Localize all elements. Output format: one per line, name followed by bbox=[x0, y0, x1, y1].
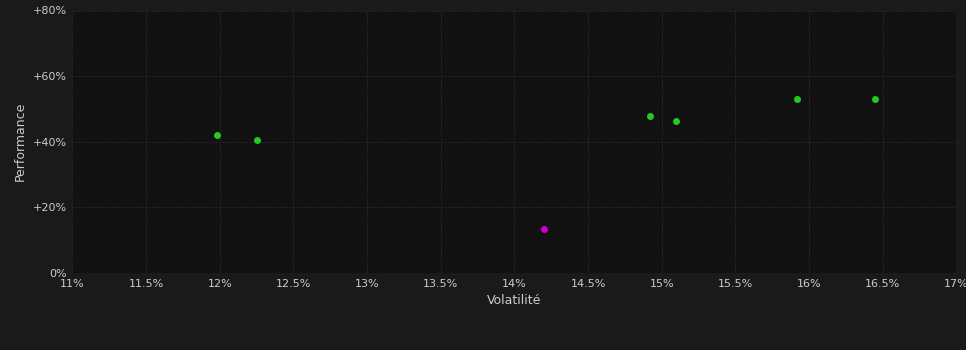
Y-axis label: Performance: Performance bbox=[14, 102, 27, 181]
X-axis label: Volatilité: Volatilité bbox=[487, 294, 542, 307]
